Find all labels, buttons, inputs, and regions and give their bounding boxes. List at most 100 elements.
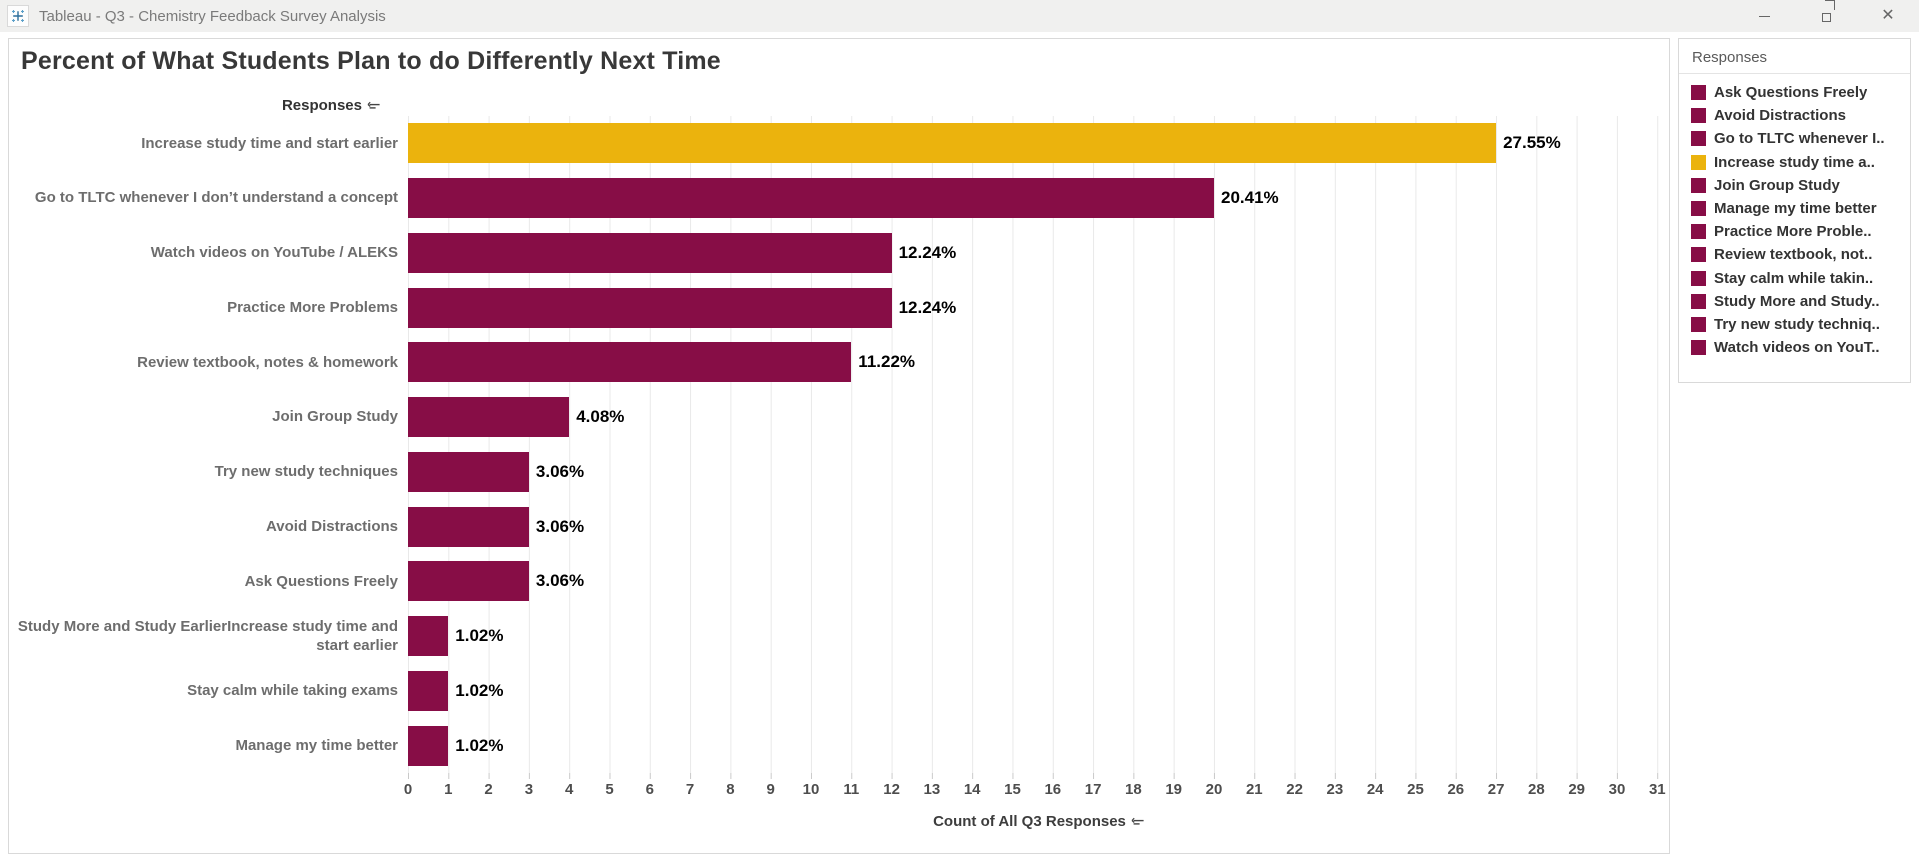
category-label[interactable]: Stay calm while taking exams xyxy=(187,682,398,700)
legend-item-label: Watch videos on YouT.. xyxy=(1714,339,1880,357)
legend-item-label: Go to TLTC whenever I.. xyxy=(1714,130,1885,148)
gridline-track: 20.41% xyxy=(408,170,1669,226)
restore-icon xyxy=(1821,12,1831,22)
bar[interactable] xyxy=(408,725,449,766)
legend-item[interactable]: Go to TLTC whenever I.. xyxy=(1691,127,1904,150)
value-label: 12.24% xyxy=(898,297,957,317)
x-tick-label: 4 xyxy=(565,781,574,798)
x-tick-label: 7 xyxy=(685,781,695,798)
x-tick-label: 2 xyxy=(484,781,493,798)
bar[interactable] xyxy=(408,232,892,273)
gridline-track: 12.24% xyxy=(408,225,1669,281)
x-tick-label: 13 xyxy=(923,781,941,798)
value-label: 1.02% xyxy=(455,735,504,755)
sort-descending-icon[interactable] xyxy=(367,98,380,115)
bar-row: Manage my time better 1.02% xyxy=(9,718,1669,773)
legend-swatch xyxy=(1691,154,1706,170)
bar[interactable] xyxy=(408,397,570,438)
category-label[interactable]: Go to TLTC whenever I don’t understand a… xyxy=(34,189,398,207)
value-label: 3.06% xyxy=(535,571,585,591)
category-label[interactable]: Watch videos on YouTube / ALEKS xyxy=(150,244,398,262)
legend-item-label: Ask Questions Freely xyxy=(1714,84,1868,102)
legend-item[interactable]: Study More and Study.. xyxy=(1691,290,1904,313)
x-tick-label: 24 xyxy=(1366,781,1384,798)
category-label[interactable]: Review textbook, notes & homework xyxy=(137,353,398,371)
legend-swatch xyxy=(1691,177,1706,193)
legend-item[interactable]: Try new study techniq.. xyxy=(1691,313,1904,336)
bar[interactable] xyxy=(408,342,852,383)
category-label[interactable]: Study More and Study EarlierIncrease stu… xyxy=(17,617,398,655)
chart-card: Percent of What Students Plan to do Diff… xyxy=(8,38,1670,854)
legend-swatch xyxy=(1691,201,1706,217)
category-label[interactable]: Join Group Study xyxy=(272,408,398,426)
category-label[interactable]: Increase study time and start earlier xyxy=(141,134,398,152)
legend-swatch xyxy=(1691,270,1706,286)
x-tick-label: 28 xyxy=(1528,781,1545,798)
bar-row: Ask Questions Freely 3.06% xyxy=(9,554,1669,609)
x-tick-label: 14 xyxy=(963,781,981,798)
close-icon: ✕ xyxy=(1881,7,1895,24)
legend-item-label: Join Group Study xyxy=(1714,176,1840,194)
bar[interactable] xyxy=(408,287,892,328)
legend-item[interactable]: Review textbook, not.. xyxy=(1691,243,1904,266)
bar[interactable] xyxy=(408,506,529,547)
bar-row: Go to TLTC whenever I don’t understand a… xyxy=(9,170,1669,226)
legend-item[interactable]: Ask Questions Freely xyxy=(1691,81,1904,104)
gridline-track: 3.06% xyxy=(408,444,1669,500)
bar-row: Study More and Study EarlierIncrease stu… xyxy=(9,608,1669,664)
x-tick-label: 31 xyxy=(1648,781,1666,798)
restore-button[interactable] xyxy=(1795,0,1857,32)
x-tick-label: 19 xyxy=(1165,781,1183,798)
bar-row: Review textbook, notes & homework 11.22% xyxy=(9,335,1669,390)
x-axis-title[interactable]: Count of All Q3 Responses xyxy=(408,813,1669,831)
bar[interactable] xyxy=(408,561,529,602)
x-tick-label: 16 xyxy=(1044,781,1062,798)
legend-item[interactable]: Manage my time better xyxy=(1691,197,1904,220)
bar[interactable] xyxy=(408,178,1214,219)
category-label[interactable]: Try new study techniques xyxy=(214,463,398,481)
gridline-track: 3.06% xyxy=(408,499,1669,554)
bar[interactable] xyxy=(408,670,449,711)
x-tick-label: 25 xyxy=(1407,781,1424,798)
category-label[interactable]: Ask Questions Freely xyxy=(244,572,398,590)
category-label[interactable]: Practice More Problems xyxy=(227,298,398,316)
x-tick-label: 6 xyxy=(645,781,654,798)
gridline-track: 1.02% xyxy=(408,718,1669,773)
legend-swatch xyxy=(1691,131,1706,147)
value-label: 27.55% xyxy=(1503,133,1561,153)
legend-item[interactable]: Join Group Study xyxy=(1691,174,1904,197)
category-label[interactable]: Avoid Distractions xyxy=(266,517,398,535)
rows-header[interactable]: Responses xyxy=(9,97,408,115)
bar[interactable] xyxy=(408,123,1497,164)
x-tick-label: 20 xyxy=(1205,781,1223,798)
bar[interactable] xyxy=(408,451,529,492)
legend-item-label: Stay calm while takin.. xyxy=(1714,269,1874,287)
value-label: 1.02% xyxy=(455,626,504,646)
bar-row: Watch videos on YouTube / ALEKS 12.24% xyxy=(9,225,1669,281)
sort-descending-icon[interactable] xyxy=(1131,814,1144,831)
x-axis-tick-labels: 0 1 2 3 4 5 6 7 8 9 10 11 12 13 14 15 16 17 18 19 20 21 22 23 24… xyxy=(404,781,1669,801)
tableau-logo-icon xyxy=(7,5,29,27)
legend-item[interactable]: Practice More Proble.. xyxy=(1691,220,1904,243)
x-tick-label: 29 xyxy=(1568,781,1586,798)
close-button[interactable]: ✕ xyxy=(1857,0,1919,32)
legend-swatch xyxy=(1691,108,1706,124)
x-axis-title-label: Count of All Q3 Responses xyxy=(933,813,1126,830)
legend-item[interactable]: Increase study time a.. xyxy=(1691,151,1904,174)
legend-item-label: Avoid Distractions xyxy=(1714,107,1846,125)
legend-swatch xyxy=(1691,340,1706,356)
value-label: 3.06% xyxy=(535,516,585,536)
category-label[interactable]: Manage my time better xyxy=(235,736,398,754)
x-tick-label: 5 xyxy=(605,781,614,798)
bar[interactable] xyxy=(408,616,449,657)
legend-item[interactable]: Stay calm while takin.. xyxy=(1691,267,1904,290)
x-tick-label: 15 xyxy=(1004,781,1021,798)
legend-panel: Responses Ask Questions Freely Avoid Dist… xyxy=(1678,38,1911,383)
x-tick-label: 9 xyxy=(766,781,775,798)
legend-item[interactable]: Watch videos on YouT.. xyxy=(1691,336,1904,359)
x-tick-label: 26 xyxy=(1447,781,1465,798)
bar-row: Stay calm while taking exams 1.02% xyxy=(9,663,1669,719)
legend-item[interactable]: Avoid Distractions xyxy=(1691,104,1904,127)
legend-items: Ask Questions Freely Avoid Distractions Go… xyxy=(1679,74,1910,365)
minimize-button[interactable] xyxy=(1733,0,1795,32)
